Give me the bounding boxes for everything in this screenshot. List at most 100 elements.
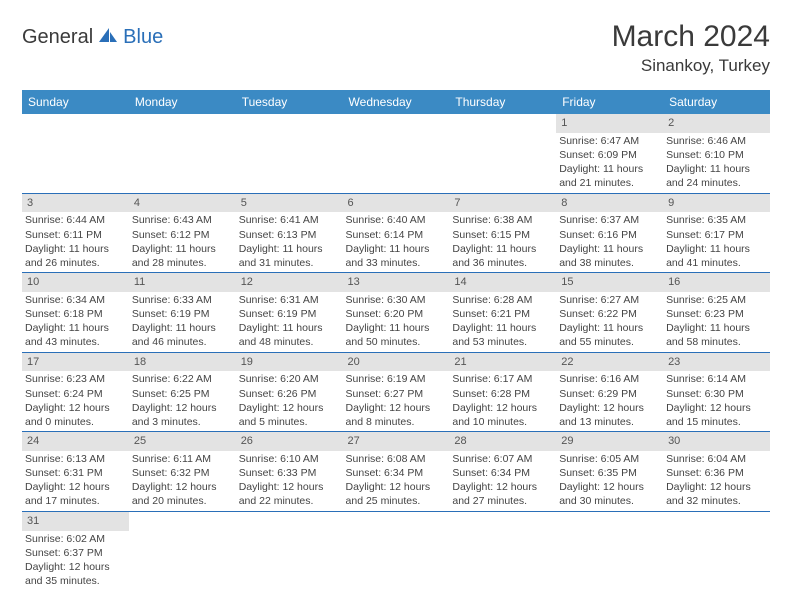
empty-cell — [343, 511, 450, 590]
day-number: 28 — [449, 432, 556, 451]
day-number: 11 — [129, 273, 236, 292]
day-number: 24 — [22, 432, 129, 451]
daylight-text: Daylight: 11 hours and 36 minutes. — [452, 242, 553, 270]
daylight-text: Daylight: 11 hours and 55 minutes. — [559, 321, 660, 349]
header: General Blue March 2024 Sinankoy, Turkey — [22, 20, 770, 76]
day-body: Sunrise: 6:30 AMSunset: 6:20 PMDaylight:… — [343, 292, 450, 352]
sunset-text: Sunset: 6:36 PM — [666, 466, 767, 480]
day-number: 26 — [236, 432, 343, 451]
day-body: Sunrise: 6:13 AMSunset: 6:31 PMDaylight:… — [22, 451, 129, 511]
day-body: Sunrise: 6:44 AMSunset: 6:11 PMDaylight:… — [22, 212, 129, 272]
sail-icon — [97, 26, 119, 49]
empty-cell — [129, 114, 236, 193]
sunset-text: Sunset: 6:22 PM — [559, 307, 660, 321]
day-number: 20 — [343, 353, 450, 372]
logo: General Blue — [22, 20, 163, 49]
day-body: Sunrise: 6:11 AMSunset: 6:32 PMDaylight:… — [129, 451, 236, 511]
day-body: Sunrise: 6:10 AMSunset: 6:33 PMDaylight:… — [236, 451, 343, 511]
day-body: Sunrise: 6:31 AMSunset: 6:19 PMDaylight:… — [236, 292, 343, 352]
day-number: 10 — [22, 273, 129, 292]
sunset-text: Sunset: 6:31 PM — [25, 466, 126, 480]
day-body: Sunrise: 6:17 AMSunset: 6:28 PMDaylight:… — [449, 371, 556, 431]
sunset-text: Sunset: 6:19 PM — [132, 307, 233, 321]
day-cell: 22Sunrise: 6:16 AMSunset: 6:29 PMDayligh… — [556, 352, 663, 432]
day-number: 4 — [129, 194, 236, 213]
empty-cell — [449, 511, 556, 590]
sunrise-text: Sunrise: 6:17 AM — [452, 372, 553, 386]
sunset-text: Sunset: 6:35 PM — [559, 466, 660, 480]
day-cell: 16Sunrise: 6:25 AMSunset: 6:23 PMDayligh… — [663, 273, 770, 353]
daylight-text: Daylight: 12 hours and 17 minutes. — [25, 480, 126, 508]
day-body: Sunrise: 6:20 AMSunset: 6:26 PMDaylight:… — [236, 371, 343, 431]
calendar-row: 31Sunrise: 6:02 AMSunset: 6:37 PMDayligh… — [22, 511, 770, 590]
day-body: Sunrise: 6:02 AMSunset: 6:37 PMDaylight:… — [22, 531, 129, 591]
daylight-text: Daylight: 12 hours and 30 minutes. — [559, 480, 660, 508]
sunset-text: Sunset: 6:17 PM — [666, 228, 767, 242]
sunset-text: Sunset: 6:34 PM — [452, 466, 553, 480]
sunrise-text: Sunrise: 6:33 AM — [132, 293, 233, 307]
sunset-text: Sunset: 6:18 PM — [25, 307, 126, 321]
sunrise-text: Sunrise: 6:27 AM — [559, 293, 660, 307]
sunrise-text: Sunrise: 6:11 AM — [132, 452, 233, 466]
day-number: 7 — [449, 194, 556, 213]
day-body: Sunrise: 6:28 AMSunset: 6:21 PMDaylight:… — [449, 292, 556, 352]
sunset-text: Sunset: 6:10 PM — [666, 148, 767, 162]
daylight-text: Daylight: 11 hours and 46 minutes. — [132, 321, 233, 349]
day-body: Sunrise: 6:47 AMSunset: 6:09 PMDaylight:… — [556, 133, 663, 193]
day-cell: 9Sunrise: 6:35 AMSunset: 6:17 PMDaylight… — [663, 193, 770, 273]
empty-cell — [449, 114, 556, 193]
day-number: 18 — [129, 353, 236, 372]
logo-text-blue: Blue — [123, 26, 163, 49]
day-body: Sunrise: 6:27 AMSunset: 6:22 PMDaylight:… — [556, 292, 663, 352]
calendar-row: 3Sunrise: 6:44 AMSunset: 6:11 PMDaylight… — [22, 193, 770, 273]
day-cell: 11Sunrise: 6:33 AMSunset: 6:19 PMDayligh… — [129, 273, 236, 353]
day-cell: 27Sunrise: 6:08 AMSunset: 6:34 PMDayligh… — [343, 432, 450, 512]
day-body: Sunrise: 6:19 AMSunset: 6:27 PMDaylight:… — [343, 371, 450, 431]
daylight-text: Daylight: 12 hours and 13 minutes. — [559, 401, 660, 429]
daylight-text: Daylight: 12 hours and 20 minutes. — [132, 480, 233, 508]
daylight-text: Daylight: 12 hours and 0 minutes. — [25, 401, 126, 429]
sunrise-text: Sunrise: 6:44 AM — [25, 213, 126, 227]
daylight-text: Daylight: 12 hours and 35 minutes. — [25, 560, 126, 588]
day-cell: 23Sunrise: 6:14 AMSunset: 6:30 PMDayligh… — [663, 352, 770, 432]
empty-cell — [236, 511, 343, 590]
sunrise-text: Sunrise: 6:35 AM — [666, 213, 767, 227]
daylight-text: Daylight: 12 hours and 3 minutes. — [132, 401, 233, 429]
sunset-text: Sunset: 6:32 PM — [132, 466, 233, 480]
day-number: 5 — [236, 194, 343, 213]
empty-cell — [663, 511, 770, 590]
day-cell: 1Sunrise: 6:47 AMSunset: 6:09 PMDaylight… — [556, 114, 663, 193]
sunset-text: Sunset: 6:16 PM — [559, 228, 660, 242]
day-cell: 24Sunrise: 6:13 AMSunset: 6:31 PMDayligh… — [22, 432, 129, 512]
daylight-text: Daylight: 11 hours and 53 minutes. — [452, 321, 553, 349]
day-body: Sunrise: 6:25 AMSunset: 6:23 PMDaylight:… — [663, 292, 770, 352]
day-number: 29 — [556, 432, 663, 451]
day-number: 31 — [22, 512, 129, 531]
sunrise-text: Sunrise: 6:41 AM — [239, 213, 340, 227]
empty-cell — [556, 511, 663, 590]
calendar-row: 24Sunrise: 6:13 AMSunset: 6:31 PMDayligh… — [22, 432, 770, 512]
sunset-text: Sunset: 6:27 PM — [346, 387, 447, 401]
sunrise-text: Sunrise: 6:34 AM — [25, 293, 126, 307]
day-number: 25 — [129, 432, 236, 451]
empty-cell — [236, 114, 343, 193]
weekday-header-row: SundayMondayTuesdayWednesdayThursdayFrid… — [22, 90, 770, 114]
sunrise-text: Sunrise: 6:22 AM — [132, 372, 233, 386]
sunset-text: Sunset: 6:14 PM — [346, 228, 447, 242]
sunrise-text: Sunrise: 6:38 AM — [452, 213, 553, 227]
daylight-text: Daylight: 11 hours and 38 minutes. — [559, 242, 660, 270]
day-cell: 13Sunrise: 6:30 AMSunset: 6:20 PMDayligh… — [343, 273, 450, 353]
day-number: 3 — [22, 194, 129, 213]
daylight-text: Daylight: 11 hours and 24 minutes. — [666, 162, 767, 190]
day-cell: 29Sunrise: 6:05 AMSunset: 6:35 PMDayligh… — [556, 432, 663, 512]
day-cell: 6Sunrise: 6:40 AMSunset: 6:14 PMDaylight… — [343, 193, 450, 273]
sunset-text: Sunset: 6:29 PM — [559, 387, 660, 401]
day-body: Sunrise: 6:34 AMSunset: 6:18 PMDaylight:… — [22, 292, 129, 352]
sunset-text: Sunset: 6:23 PM — [666, 307, 767, 321]
day-number: 6 — [343, 194, 450, 213]
day-cell: 18Sunrise: 6:22 AMSunset: 6:25 PMDayligh… — [129, 352, 236, 432]
daylight-text: Daylight: 12 hours and 10 minutes. — [452, 401, 553, 429]
day-number: 9 — [663, 194, 770, 213]
day-cell: 15Sunrise: 6:27 AMSunset: 6:22 PMDayligh… — [556, 273, 663, 353]
day-cell: 7Sunrise: 6:38 AMSunset: 6:15 PMDaylight… — [449, 193, 556, 273]
